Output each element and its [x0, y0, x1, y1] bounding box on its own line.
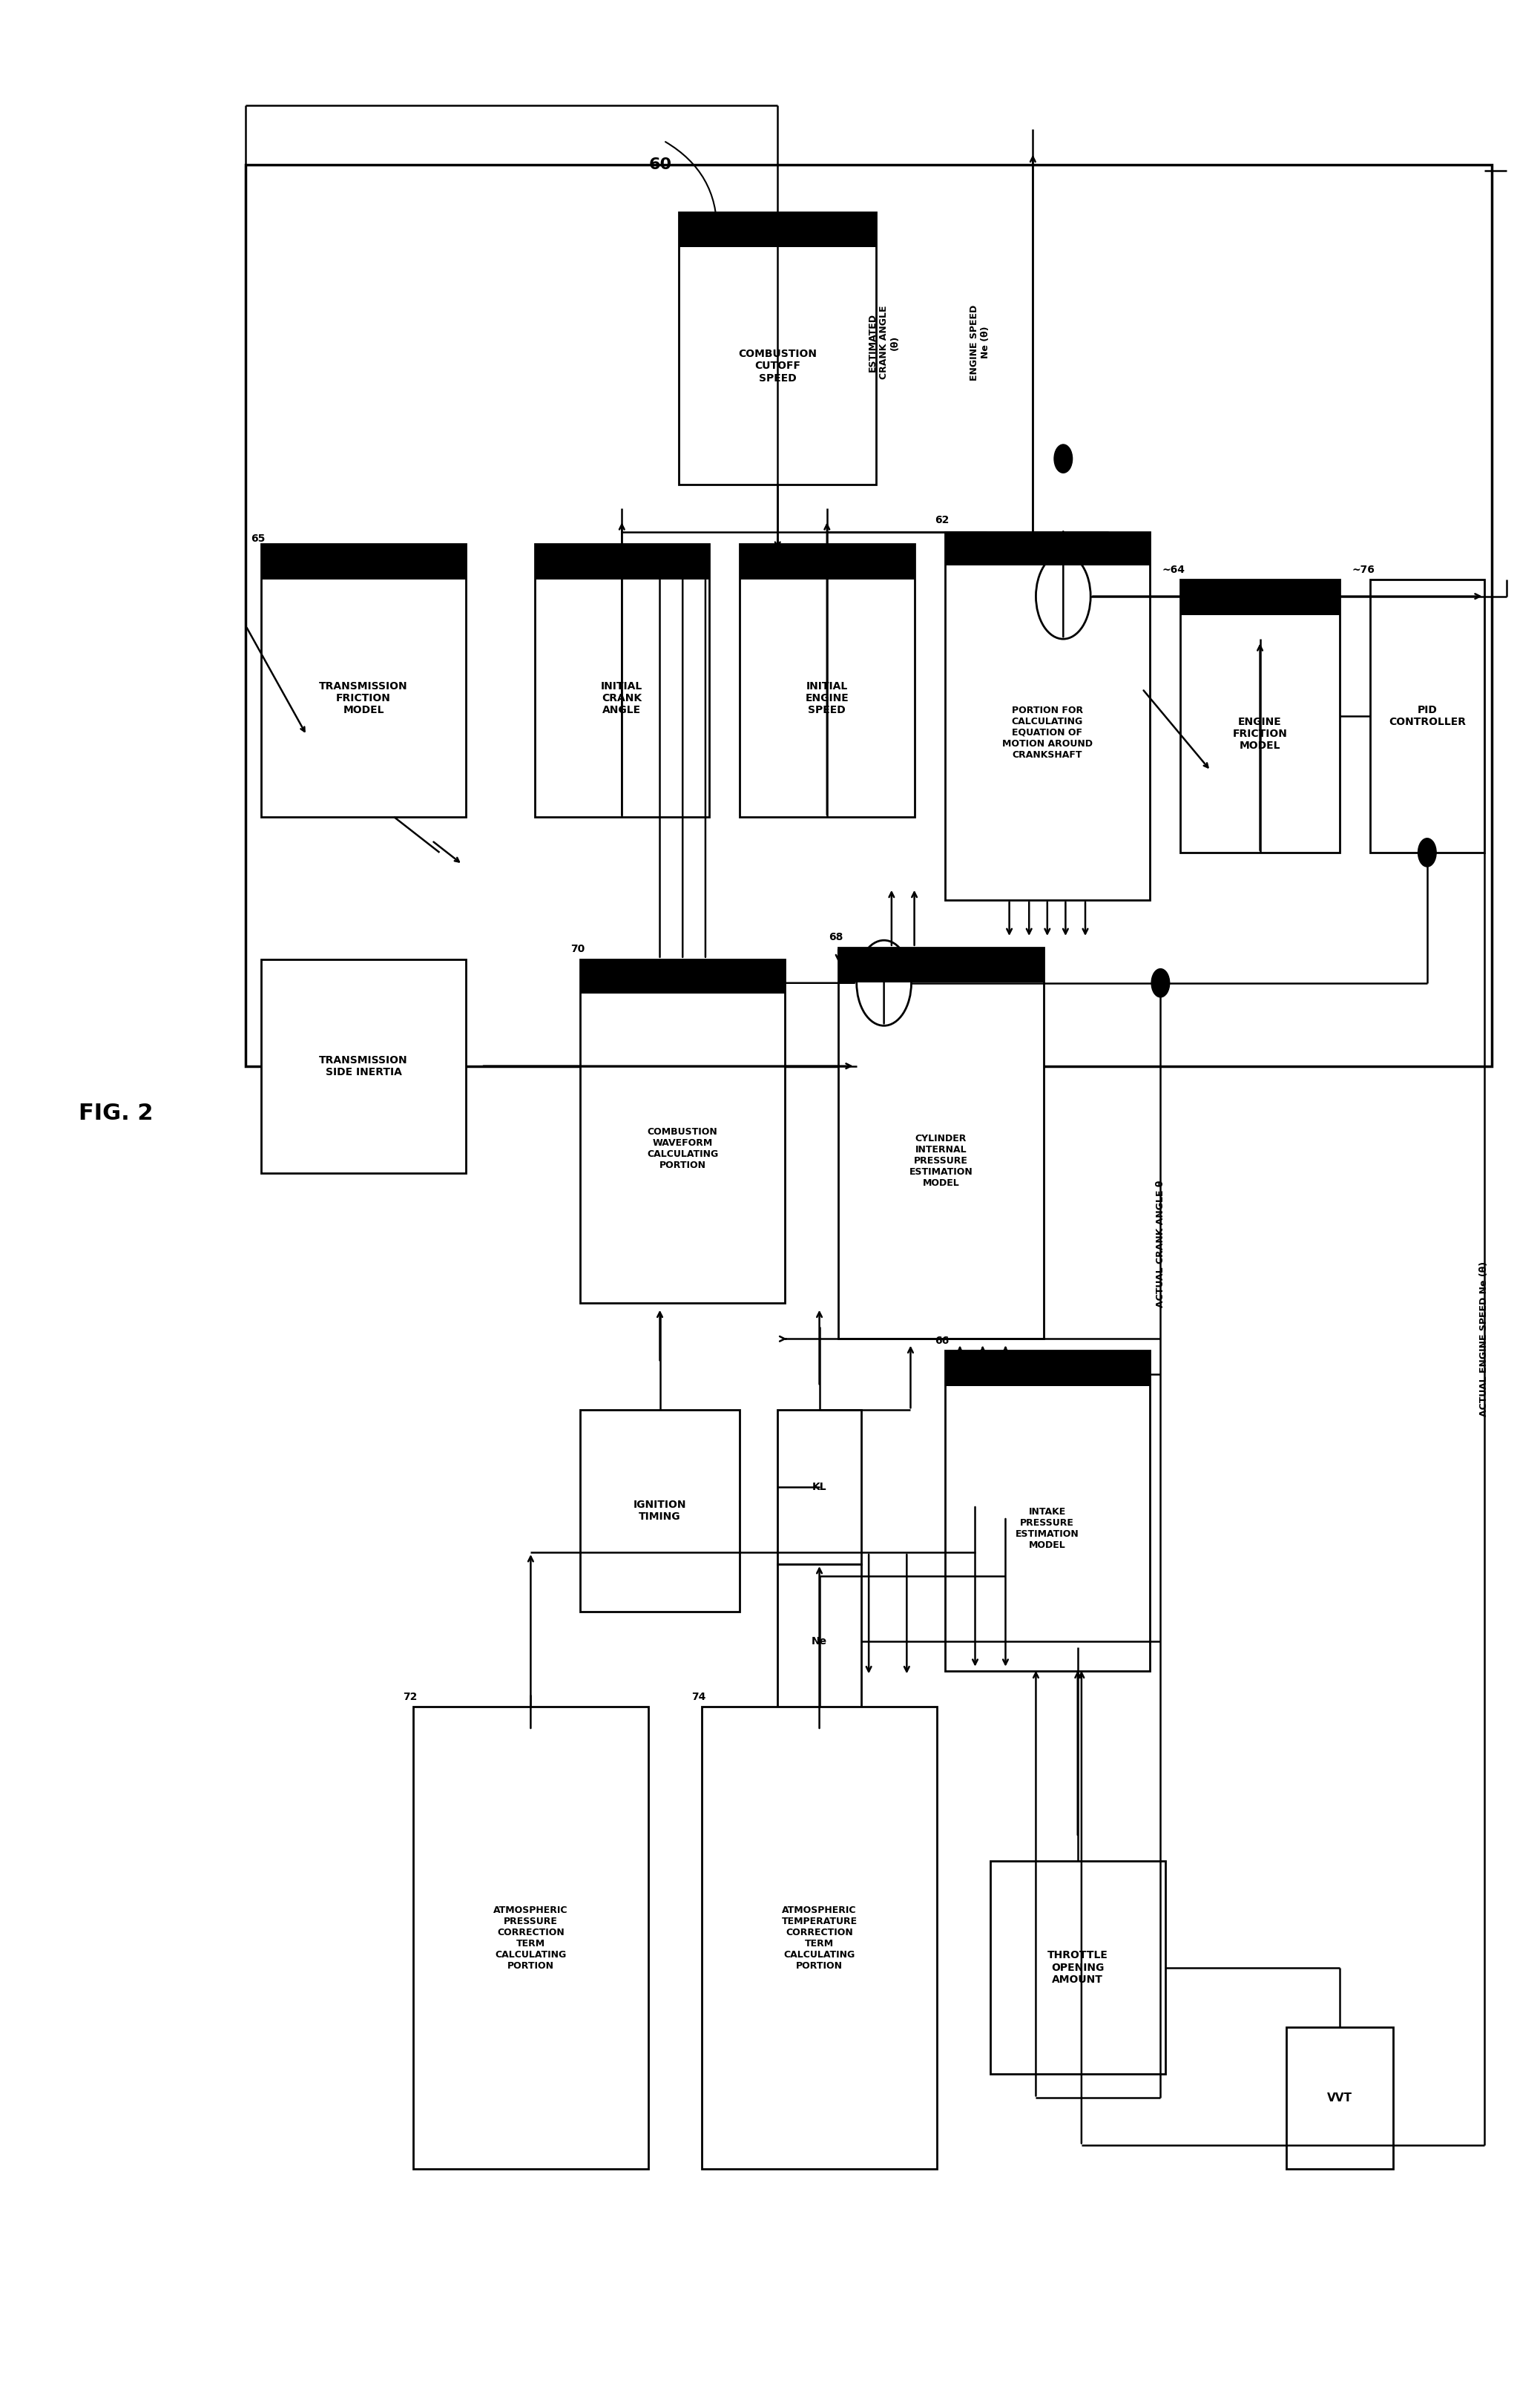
Text: ACTUAL ENGINE SPEED Ne (θ̇): ACTUAL ENGINE SPEED Ne (θ̇) — [1480, 1261, 1489, 1417]
Text: ~64: ~64 — [1161, 565, 1184, 574]
Text: INTAKE
PRESSURE
ESTIMATION
MODEL: INTAKE PRESSURE ESTIMATION MODEL — [1015, 1508, 1080, 1551]
Text: 60: 60 — [648, 158, 671, 172]
Text: CYLINDER
INTERNAL
PRESSURE
ESTIMATION
MODEL: CYLINDER INTERNAL PRESSURE ESTIMATION MO… — [909, 1134, 973, 1187]
Text: INITIAL
ENGINE
SPEED: INITIAL ENGINE SPEED — [805, 682, 849, 716]
Bar — [246, 165, 1492, 1065]
Bar — [778, 1565, 861, 1718]
Bar — [944, 531, 1150, 900]
Bar — [581, 960, 785, 1304]
Text: 72: 72 — [403, 1692, 417, 1701]
Bar — [581, 960, 785, 993]
Bar — [944, 531, 1150, 565]
Bar — [260, 960, 467, 1173]
Text: ATMOSPHERIC
PRESSURE
CORRECTION
TERM
CALCULATING
PORTION: ATMOSPHERIC PRESSURE CORRECTION TERM CAL… — [493, 1905, 568, 1969]
Text: FIG. 2: FIG. 2 — [79, 1103, 152, 1125]
Bar — [778, 1409, 861, 1565]
Bar — [534, 543, 710, 816]
Text: 70: 70 — [570, 945, 585, 955]
Bar — [260, 543, 467, 579]
Text: 74: 74 — [691, 1692, 707, 1701]
Text: PORTION FOR
CALCULATING
EQUATION OF
MOTION AROUND
CRANKSHAFT: PORTION FOR CALCULATING EQUATION OF MOTI… — [1003, 706, 1092, 759]
Circle shape — [1053, 445, 1072, 474]
Bar — [679, 213, 876, 486]
Text: ENGINE
FRICTION
MODEL: ENGINE FRICTION MODEL — [1232, 716, 1287, 751]
Text: COMBUSTION
WAVEFORM
CALCULATING
PORTION: COMBUSTION WAVEFORM CALCULATING PORTION — [647, 1127, 718, 1170]
Bar — [702, 1706, 938, 2168]
Text: ENGINE SPEED
Ne (θ̇): ENGINE SPEED Ne (θ̇) — [969, 304, 990, 380]
Text: VVT: VVT — [1327, 2091, 1352, 2103]
Bar — [1180, 579, 1340, 615]
Text: 65: 65 — [251, 534, 265, 543]
Bar — [838, 948, 1044, 1338]
Text: IGNITION
TIMING: IGNITION TIMING — [633, 1500, 687, 1522]
Text: PID
CONTROLLER: PID CONTROLLER — [1389, 706, 1466, 727]
Bar — [944, 1350, 1150, 1386]
Bar — [260, 543, 467, 816]
Circle shape — [1418, 838, 1437, 866]
Bar — [739, 543, 915, 816]
Text: THROTTLE
OPENING
AMOUNT: THROTTLE OPENING AMOUNT — [1047, 1950, 1109, 1984]
Text: ATMOSPHERIC
TEMPERATURE
CORRECTION
TERM
CALCULATING
PORTION: ATMOSPHERIC TEMPERATURE CORRECTION TERM … — [781, 1905, 858, 1969]
Text: TRANSMISSION
FRICTION
MODEL: TRANSMISSION FRICTION MODEL — [319, 682, 408, 716]
Text: ~76: ~76 — [1352, 565, 1375, 574]
Bar — [1286, 2027, 1394, 2168]
Text: 68: 68 — [829, 933, 842, 943]
Text: Ne: Ne — [812, 1637, 827, 1646]
Circle shape — [1152, 969, 1169, 998]
Text: 62: 62 — [935, 514, 949, 524]
Text: TRANSMISSION
SIDE INERTIA: TRANSMISSION SIDE INERTIA — [319, 1055, 408, 1077]
Text: KL: KL — [812, 1481, 827, 1493]
Bar — [990, 1862, 1166, 2075]
Bar — [739, 543, 915, 579]
Bar — [1371, 579, 1485, 852]
Bar — [534, 543, 710, 579]
Bar — [944, 1350, 1150, 1670]
Bar — [581, 1409, 739, 1610]
Text: 66: 66 — [935, 1335, 949, 1345]
Text: ACTUAL CRANK ANGLE θ: ACTUAL CRANK ANGLE θ — [1155, 1180, 1166, 1307]
Text: ESTIMATED
CRANK ANGLE
(θ): ESTIMATED CRANK ANGLE (θ) — [869, 306, 899, 380]
Text: INITIAL
CRANK
ANGLE: INITIAL CRANK ANGLE — [601, 682, 642, 716]
Bar — [413, 1706, 648, 2168]
Bar — [1180, 579, 1340, 852]
Text: COMBUSTION
CUTOFF
SPEED: COMBUSTION CUTOFF SPEED — [738, 349, 816, 383]
Bar — [679, 213, 876, 246]
Bar — [838, 948, 1044, 984]
